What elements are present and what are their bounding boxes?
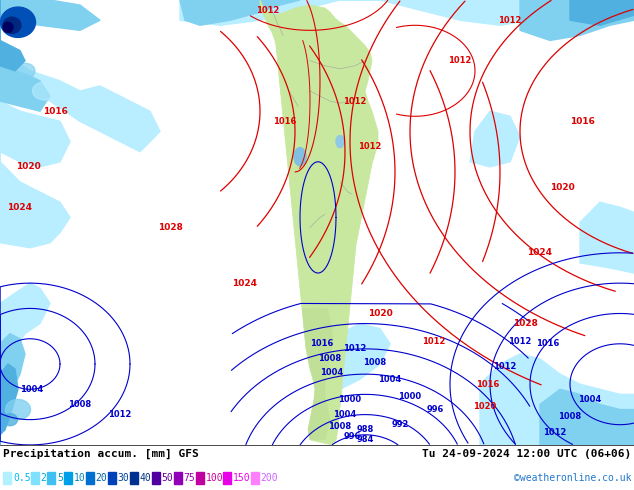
Text: 1012: 1012 <box>256 5 280 15</box>
Polygon shape <box>0 364 18 445</box>
Text: 1012: 1012 <box>108 410 132 419</box>
Bar <box>223 472 231 484</box>
Text: 1024: 1024 <box>233 279 257 288</box>
Text: 1016: 1016 <box>569 117 595 126</box>
Text: 1020: 1020 <box>368 309 392 318</box>
Polygon shape <box>0 0 50 111</box>
Ellipse shape <box>3 17 21 33</box>
Polygon shape <box>180 0 300 25</box>
Bar <box>63 472 72 484</box>
Ellipse shape <box>3 22 13 32</box>
Text: 1016: 1016 <box>536 339 560 348</box>
Text: Tu 24-09-2024 12:00 UTC (06+06): Tu 24-09-2024 12:00 UTC (06+06) <box>422 449 631 459</box>
Text: 1012: 1012 <box>493 362 517 370</box>
Polygon shape <box>480 354 634 445</box>
Text: 150: 150 <box>233 473 250 483</box>
Text: 1024: 1024 <box>527 248 552 257</box>
Text: 1012: 1012 <box>344 97 366 106</box>
Text: 1016: 1016 <box>476 380 500 389</box>
Text: 1016: 1016 <box>273 117 297 126</box>
Polygon shape <box>540 389 634 445</box>
Text: 988: 988 <box>356 425 373 434</box>
Polygon shape <box>180 0 634 25</box>
Bar <box>250 472 259 484</box>
Bar <box>47 472 55 484</box>
Bar <box>3 472 11 484</box>
Text: 996: 996 <box>344 432 361 441</box>
Text: 1000: 1000 <box>398 392 422 401</box>
Bar <box>152 472 160 484</box>
Text: 1020: 1020 <box>16 162 41 171</box>
Text: 992: 992 <box>391 420 409 429</box>
Text: 40: 40 <box>139 473 152 483</box>
Text: 984: 984 <box>356 435 373 444</box>
Polygon shape <box>0 334 25 445</box>
Text: 1004: 1004 <box>578 395 602 404</box>
Ellipse shape <box>32 82 58 100</box>
Text: 200: 200 <box>261 473 278 483</box>
Polygon shape <box>520 0 634 41</box>
Ellipse shape <box>294 147 306 166</box>
Text: 1020: 1020 <box>550 183 574 192</box>
Text: 996: 996 <box>426 405 444 414</box>
Text: Precipitation accum. [mm] GFS: Precipitation accum. [mm] GFS <box>3 449 198 459</box>
Text: 75: 75 <box>183 473 195 483</box>
Text: 1028: 1028 <box>512 319 538 328</box>
Text: 0.5: 0.5 <box>13 473 30 483</box>
Text: 1016: 1016 <box>42 107 67 116</box>
Polygon shape <box>0 0 25 71</box>
Text: 50: 50 <box>162 473 173 483</box>
Text: 1012: 1012 <box>422 337 446 346</box>
Text: 1012: 1012 <box>508 337 532 346</box>
Text: 1008: 1008 <box>559 412 581 421</box>
Text: 1004: 1004 <box>20 385 44 394</box>
Text: 1008: 1008 <box>68 400 91 409</box>
Polygon shape <box>0 10 160 152</box>
Polygon shape <box>0 283 50 445</box>
Polygon shape <box>570 0 634 25</box>
Text: 10: 10 <box>74 473 85 483</box>
Text: 1004: 1004 <box>320 368 344 377</box>
Ellipse shape <box>336 136 344 147</box>
Text: 1004: 1004 <box>378 375 401 384</box>
Text: 5: 5 <box>57 473 63 483</box>
Bar <box>174 472 181 484</box>
Polygon shape <box>470 111 520 167</box>
Bar <box>129 472 138 484</box>
Text: 1012: 1012 <box>448 56 472 65</box>
Bar <box>30 472 39 484</box>
Ellipse shape <box>1 7 36 37</box>
Text: 30: 30 <box>117 473 129 483</box>
Text: 1016: 1016 <box>310 339 333 348</box>
Polygon shape <box>320 323 390 389</box>
Ellipse shape <box>15 63 35 78</box>
Ellipse shape <box>3 414 18 426</box>
Bar <box>108 472 115 484</box>
Text: 1012: 1012 <box>358 142 382 151</box>
Polygon shape <box>580 202 634 273</box>
Text: 1012: 1012 <box>498 16 522 24</box>
Polygon shape <box>302 308 333 440</box>
Text: 1012: 1012 <box>344 344 366 353</box>
Bar <box>86 472 93 484</box>
Polygon shape <box>0 0 100 30</box>
Text: 1012: 1012 <box>543 428 567 437</box>
Text: 1008: 1008 <box>363 358 387 367</box>
Text: 100: 100 <box>205 473 223 483</box>
Text: 1008: 1008 <box>318 354 342 364</box>
Polygon shape <box>260 0 378 445</box>
Polygon shape <box>0 0 70 248</box>
Text: 1004: 1004 <box>333 410 356 419</box>
Text: 1020: 1020 <box>474 402 496 411</box>
Text: 20: 20 <box>96 473 107 483</box>
Text: 2: 2 <box>41 473 46 483</box>
Text: 1024: 1024 <box>8 203 32 212</box>
Bar <box>195 472 204 484</box>
Text: 1008: 1008 <box>328 422 352 431</box>
Text: 1000: 1000 <box>339 395 361 404</box>
Text: 1028: 1028 <box>158 223 183 232</box>
Ellipse shape <box>6 399 30 419</box>
Text: ©weatheronline.co.uk: ©weatheronline.co.uk <box>514 473 631 483</box>
